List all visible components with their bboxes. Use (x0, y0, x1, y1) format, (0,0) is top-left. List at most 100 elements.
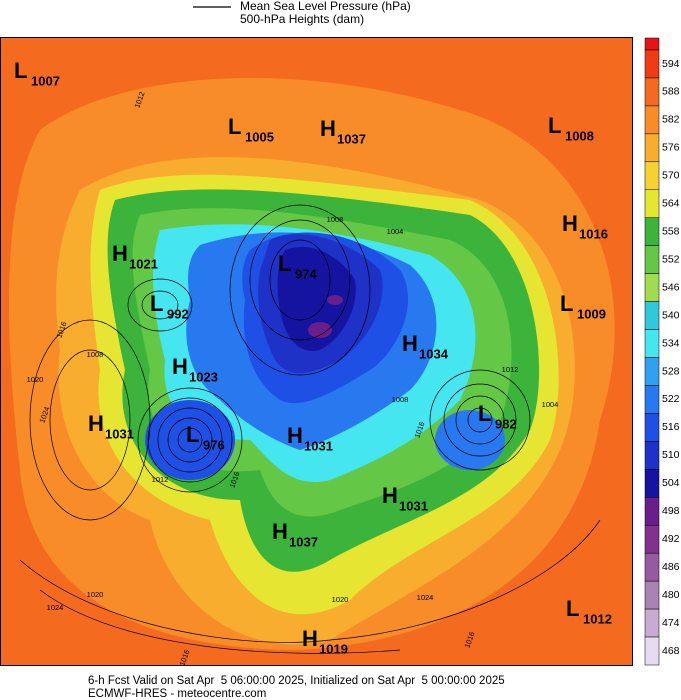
footer-text: 6-h Fcst Valid on Sat Apr 5 06:00:00 202… (88, 675, 505, 687)
colorbar-label: 498 (662, 505, 680, 517)
pressure-center-type: L (186, 422, 199, 447)
colorbar-swatch (644, 636, 660, 666)
pressure-center-value: 1037 (337, 131, 366, 146)
colorbar-label: 552 (662, 253, 680, 265)
map-field (0, 37, 632, 665)
colorbar-swatch (644, 161, 660, 191)
legend-text: Mean Sea Level Pressure (hPa) (240, 0, 411, 13)
contour-label: 1004 (387, 227, 404, 236)
pressure-center-value: 1005 (245, 129, 274, 144)
colorbar-swatch (644, 189, 660, 218)
colorbar-label: 588 (662, 86, 680, 98)
pressure-center-value: 1037 (289, 534, 318, 549)
legend-text: 500-hPa Heights (dam) (240, 12, 364, 26)
colorbar-swatch (644, 524, 660, 554)
pressure-center-value: 1021 (129, 256, 158, 271)
contour-label: 1012 (502, 365, 519, 374)
colorbar-label: 504 (662, 477, 680, 489)
contour-label: 1024 (47, 603, 64, 612)
colorbar-label: 582 (662, 114, 680, 126)
colorbar-swatch (644, 608, 660, 638)
colorbar-label: 486 (662, 561, 680, 573)
colorbar-label: 564 (662, 198, 680, 210)
colorbar-label: 528 (662, 365, 680, 377)
colorbar-label: 570 (662, 170, 680, 182)
colorbar-swatch (644, 552, 660, 582)
pressure-center-value: 1012 (583, 611, 612, 626)
contour-label: 1020 (27, 375, 44, 384)
colorbar-swatch (644, 217, 660, 246)
colorbar-swatch (644, 49, 660, 79)
pressure-center-type: H (402, 331, 418, 356)
colorbar-swatch (644, 105, 660, 135)
pressure-center-value: 1034 (419, 346, 449, 361)
pressure-center-type: L (478, 401, 491, 426)
contour-label: 1004 (542, 400, 559, 409)
contour-label: 1012 (152, 475, 169, 484)
pressure-center-value: 1019 (319, 641, 348, 656)
colorbar-swatch (644, 77, 660, 107)
pressure-center-value: 974 (295, 266, 317, 281)
pressure-center-type: H (287, 423, 303, 448)
colorbar-label: 540 (662, 309, 680, 321)
colorbar-swatch (644, 133, 660, 163)
map-frame (0, 37, 633, 666)
colorbar-label: 522 (662, 393, 680, 405)
colorbar-swatch (644, 301, 660, 330)
pressure-center-type: H (172, 354, 188, 379)
pressure-center-value: 982 (495, 416, 517, 431)
colorbar-swatch (644, 497, 660, 526)
pressure-center-value: 1031 (105, 426, 134, 441)
colorbar-swatch (644, 413, 660, 442)
colorbar-label: 516 (662, 421, 680, 433)
pressure-center-value: 1009 (577, 306, 606, 321)
colorbar-cap (644, 37, 660, 51)
contour-label: 1008 (87, 350, 104, 359)
pressure-center-type: L (150, 291, 163, 316)
colorbar-label: 510 (662, 449, 680, 461)
colorbar-label: 558 (662, 225, 680, 237)
colorbar-label: 546 (662, 281, 680, 293)
pressure-center-type: H (272, 519, 288, 544)
pressure-center-type: L (548, 113, 561, 138)
pressure-center-type: L (566, 596, 579, 621)
pressure-center-value: 1031 (304, 438, 333, 453)
colorbar-swatch (644, 469, 660, 498)
pressure-center-type: H (382, 483, 398, 508)
colorbar-label: 480 (662, 589, 680, 601)
pressure-center-value: 1023 (189, 369, 218, 384)
pressure-center-type: L (14, 58, 27, 83)
colorbar-label: 594 (662, 58, 680, 70)
contour-label: 1020 (332, 595, 349, 604)
footer-text: ECMWF-HRES - meteocentre.com (88, 688, 266, 700)
colorbar-swatch (644, 329, 660, 358)
colorbar-swatch (644, 580, 660, 610)
colorbar-swatch (644, 441, 660, 470)
colorbar-swatch (644, 245, 660, 274)
contour-label: 1020 (87, 590, 104, 599)
pressure-center-type: H (302, 626, 318, 651)
pressure-center-type: L (228, 114, 241, 139)
colorbar-label: 474 (662, 617, 680, 629)
contour-label: 1024 (417, 593, 434, 602)
pressure-center-value: 1031 (399, 498, 428, 513)
colorbar-label: 468 (662, 645, 680, 657)
pressure-center-type: H (562, 211, 578, 236)
pressure-center-value: 1007 (31, 73, 60, 88)
contour-label: 1008 (392, 395, 409, 404)
colorbar-label: 534 (662, 337, 680, 349)
contour-label: 1008 (327, 215, 344, 224)
pressure-center-value: 992 (167, 306, 189, 321)
pressure-center-type: L (278, 251, 291, 276)
pressure-center-value: 1008 (565, 128, 594, 143)
colorbar-swatch (644, 357, 660, 386)
colorbar-swatch (644, 273, 660, 302)
pressure-center-value: 1016 (579, 226, 608, 241)
colorbar-label: 576 (662, 142, 680, 154)
pressure-center-value: 976 (203, 437, 225, 452)
colorbar-swatch (644, 385, 660, 414)
pressure-center-type: H (112, 241, 128, 266)
pressure-center-type: H (320, 116, 336, 141)
pressure-center-type: L (560, 291, 573, 316)
